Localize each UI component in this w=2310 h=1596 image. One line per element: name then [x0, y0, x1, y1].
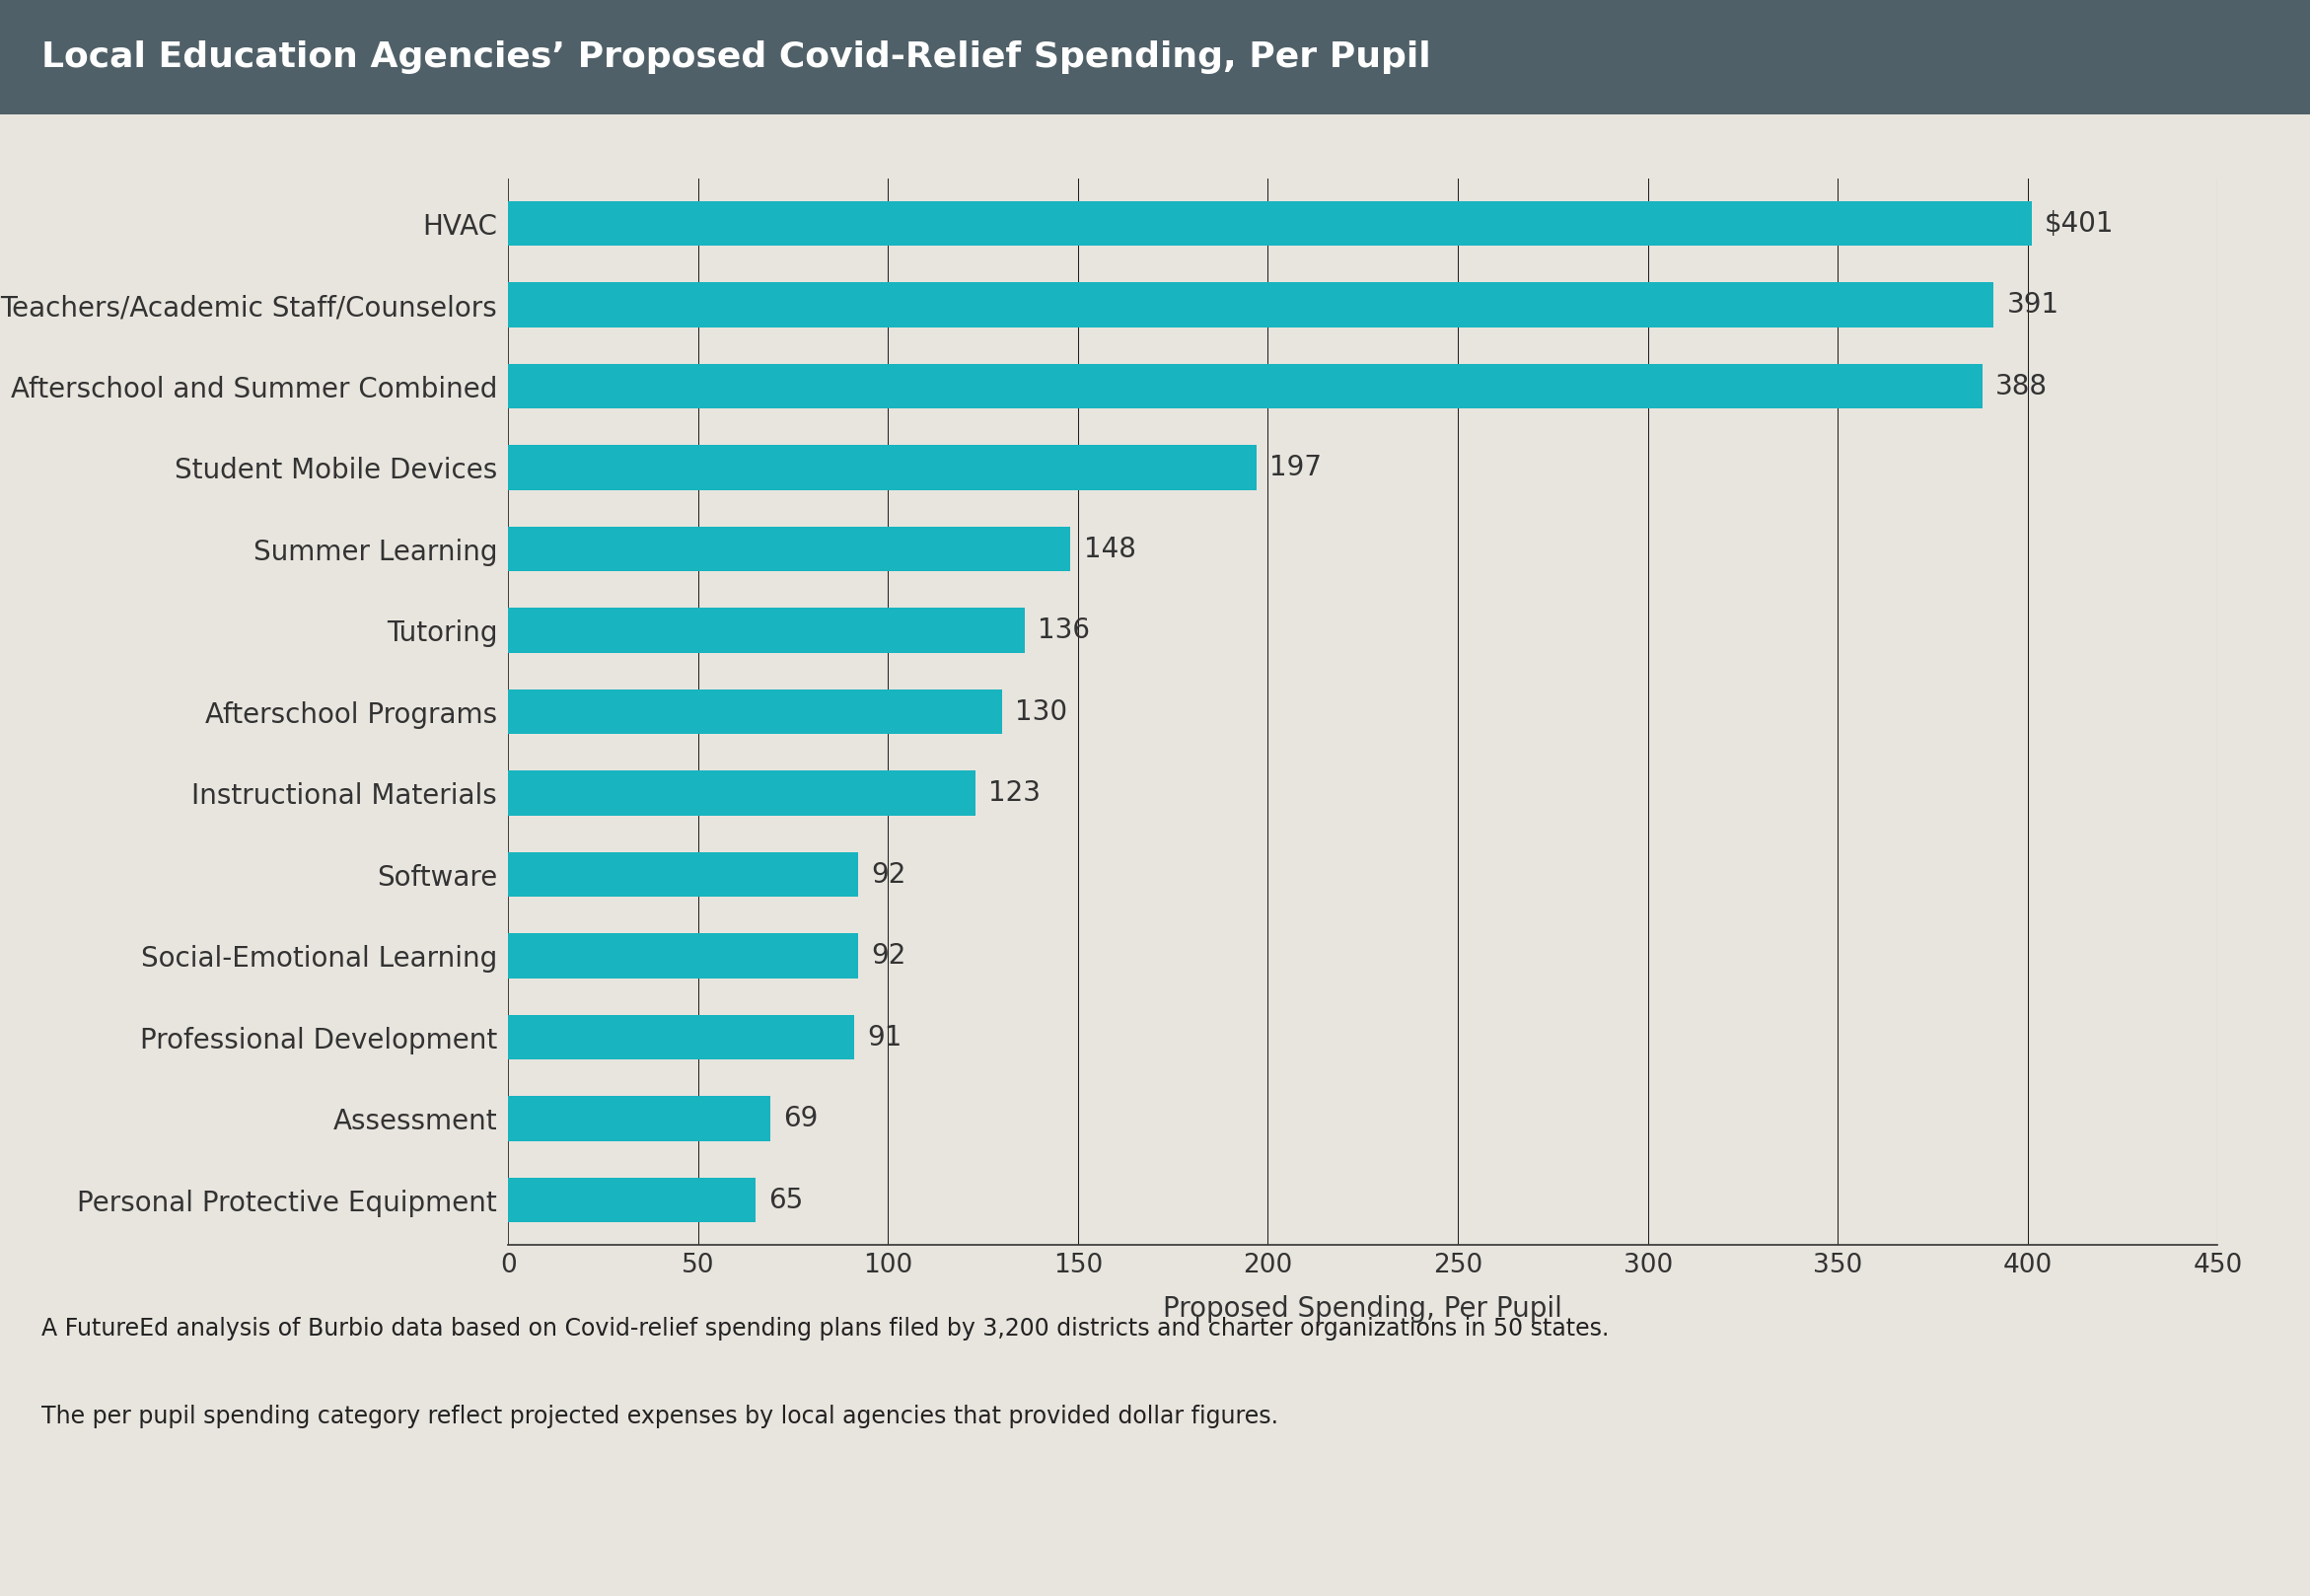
- Text: 123: 123: [989, 779, 1042, 808]
- Text: The per pupil spending category reflect projected expenses by local agencies tha: The per pupil spending category reflect …: [42, 1404, 1277, 1428]
- Text: 65: 65: [769, 1186, 804, 1215]
- Bar: [508, 1096, 769, 1141]
- Bar: [508, 1015, 855, 1060]
- Bar: [508, 1178, 755, 1223]
- Text: 136: 136: [1037, 616, 1090, 645]
- Text: 92: 92: [871, 860, 906, 889]
- Bar: [508, 364, 1982, 409]
- Bar: [508, 852, 857, 897]
- X-axis label: Proposed Spending, Per Pupil: Proposed Spending, Per Pupil: [1164, 1296, 1562, 1323]
- Text: 197: 197: [1271, 453, 1321, 482]
- Text: 388: 388: [1996, 372, 2047, 401]
- Bar: [508, 282, 1994, 327]
- Text: A FutureEd analysis of Burbio data based on Covid-relief spending plans filed by: A FutureEd analysis of Burbio data based…: [42, 1317, 1610, 1341]
- Text: 130: 130: [1016, 697, 1067, 726]
- Text: 92: 92: [871, 942, 906, 970]
- Text: 391: 391: [2007, 290, 2058, 319]
- Text: 91: 91: [866, 1023, 903, 1052]
- Bar: [508, 689, 1003, 734]
- Bar: [508, 608, 1026, 653]
- Text: Local Education Agencies’ Proposed Covid-Relief Spending, Per Pupil: Local Education Agencies’ Proposed Covid…: [42, 40, 1430, 75]
- Bar: [508, 527, 1070, 571]
- Bar: [508, 771, 975, 816]
- Text: $401: $401: [2044, 209, 2114, 238]
- Text: 148: 148: [1083, 535, 1137, 563]
- Text: 69: 69: [783, 1104, 818, 1133]
- Bar: [508, 934, 857, 978]
- Bar: [508, 201, 2030, 246]
- Bar: [508, 445, 1257, 490]
